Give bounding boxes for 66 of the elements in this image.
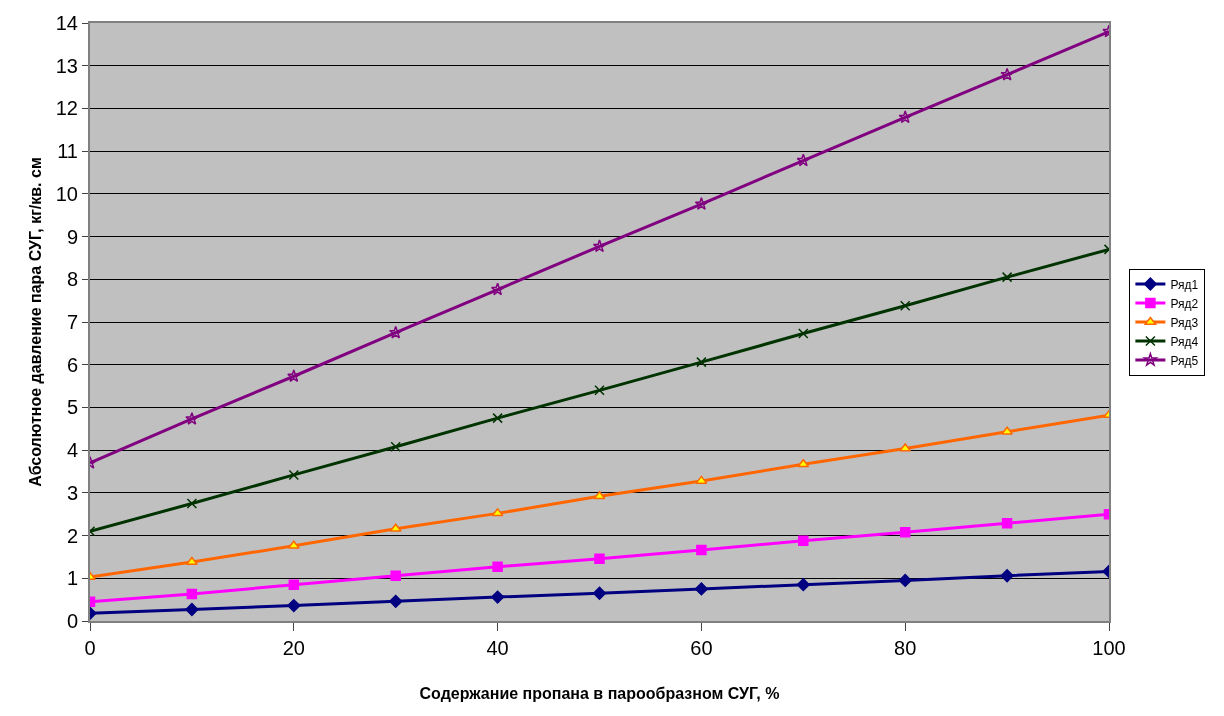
point [185, 411, 199, 425]
y-tick-label: 14 [55, 12, 78, 34]
y-tick-label: 8 [66, 268, 78, 291]
x-tick-label: 40 [486, 637, 509, 659]
point [288, 469, 300, 481]
point [696, 356, 707, 368]
point [388, 325, 403, 339]
point [1001, 271, 1013, 283]
y-axis-title: Абсолютное давление пара СУГ, кг/кв. см [27, 157, 45, 487]
point [288, 579, 300, 590]
point [390, 570, 401, 581]
point [492, 412, 503, 424]
x-tick-label: 100 [1092, 637, 1126, 659]
point [592, 239, 607, 253]
point [185, 602, 199, 617]
point [796, 578, 810, 592]
point [898, 110, 912, 124]
legend-label: Ряд2 [1170, 296, 1199, 311]
point [491, 590, 505, 604]
legend-label: Ряд5 [1170, 353, 1199, 368]
y-tick-label: 6 [66, 353, 78, 376]
x-tick-label: 80 [894, 637, 917, 659]
y-tick-label: 7 [66, 311, 78, 333]
point [490, 282, 505, 296]
point [1000, 569, 1014, 583]
point [798, 535, 809, 546]
legend-label: Ряд1 [1170, 277, 1199, 292]
point [797, 458, 810, 468]
x-axis-title: Содержание пропана в парообразном СУГ, % [419, 685, 780, 703]
y-tick-label: 1 [66, 567, 78, 590]
y-tick-label: 2 [66, 524, 78, 547]
point [798, 328, 809, 339]
point [899, 300, 911, 312]
point [1000, 67, 1014, 81]
point [186, 498, 198, 509]
x-tick-label: 60 [690, 637, 713, 659]
y-tick-label: 4 [66, 439, 78, 462]
point [287, 369, 301, 383]
point [898, 573, 912, 588]
point [694, 197, 709, 210]
y-tick-label: 9 [66, 225, 78, 248]
y-tick-label: 12 [55, 97, 78, 120]
point [796, 153, 811, 167]
point [899, 526, 911, 538]
point [1001, 517, 1013, 529]
y-tick-label: 10 [55, 182, 78, 205]
point [694, 582, 708, 596]
point [390, 441, 401, 452]
y-tick-label: 0 [66, 610, 78, 632]
point [389, 594, 403, 608]
x-tick-label: 0 [84, 637, 96, 659]
point [186, 588, 198, 600]
point [287, 599, 301, 613]
x-tick-label: 20 [282, 637, 305, 659]
point [696, 544, 707, 556]
y-tick-label: 13 [55, 54, 78, 77]
legend-label: Ряд3 [1170, 315, 1199, 330]
point [185, 556, 198, 566]
y-tick-label: 5 [66, 396, 78, 419]
point [492, 561, 503, 572]
legend-label: Ряд4 [1170, 334, 1199, 349]
y-tick-label: 11 [57, 140, 78, 163]
y-tick-label: 3 [66, 481, 78, 504]
point [594, 553, 605, 564]
point [592, 586, 607, 600]
point [594, 385, 605, 396]
